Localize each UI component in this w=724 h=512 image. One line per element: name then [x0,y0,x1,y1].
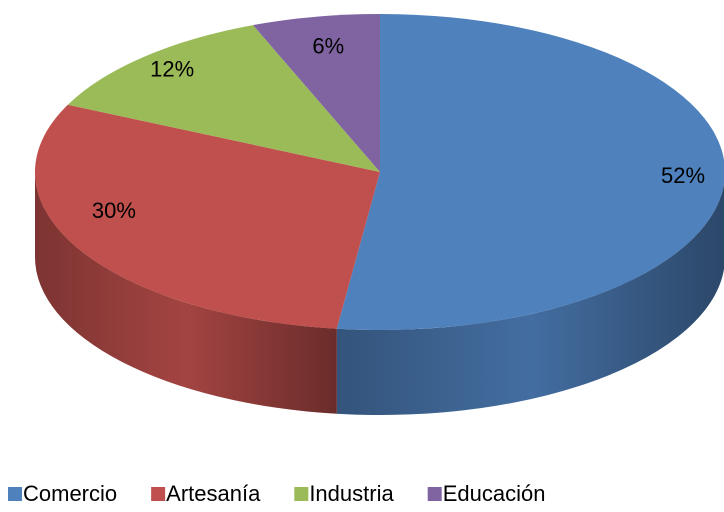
slice [336,14,724,330]
legend-swatch [151,487,166,501]
slice-side-shade [35,172,337,414]
data-label: 12% [150,56,194,81]
legend-label: Comercio [23,481,117,506]
slice [34,104,380,329]
legend-swatch [427,487,442,501]
legend-label: Educación [443,481,546,506]
slice-side-shade [336,183,724,415]
legend: Comercio Artesanía Industria Educación [8,481,545,506]
data-label: 52% [661,163,705,188]
legend-label: Artesanía [166,481,261,506]
data-label: 30% [92,198,136,223]
legend-swatch [8,487,22,501]
legend-label: Industria [309,481,394,506]
slice [252,14,380,172]
slice [67,25,381,172]
legend-swatch [294,487,309,501]
data-label: 6% [312,34,344,59]
